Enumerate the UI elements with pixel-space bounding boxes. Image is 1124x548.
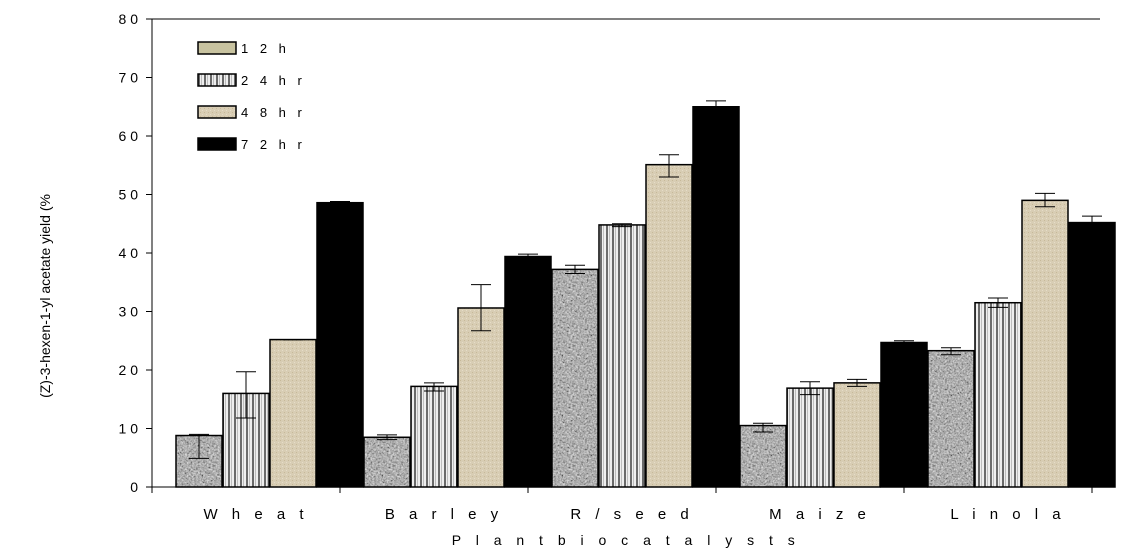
error-bar [189, 433, 209, 459]
legend-label: 2 4 h r [241, 73, 306, 88]
y-tick-label: 0 [130, 479, 138, 495]
error-bar [706, 100, 726, 114]
bar [504, 255, 552, 488]
legend-label: 4 8 h r [241, 105, 306, 120]
bar [363, 436, 411, 488]
x-ticks: W h e a t B a r l e y R / s e e d M a i z e… [151, 487, 1093, 523]
error-bar [565, 264, 585, 274]
error-bar [518, 253, 538, 260]
y-tick-label: 3 0 [119, 304, 139, 320]
error-bar [1082, 215, 1102, 230]
x-category-label: B a r l e y [385, 506, 503, 523]
y-tick-label: 8 0 [119, 11, 139, 27]
error-bar [330, 201, 350, 205]
y-tick-label: 5 0 [119, 187, 139, 203]
bar [739, 424, 787, 488]
bar [1021, 199, 1069, 488]
error-bar [471, 284, 491, 332]
y-tick-label: 7 0 [119, 70, 139, 86]
error-bar [377, 434, 397, 441]
legend-item: 1 2 h [197, 41, 290, 56]
x-category-label: M a i z e [769, 506, 871, 523]
legend-item: 4 8 h r [197, 105, 306, 120]
bar [880, 341, 928, 488]
error-bars [189, 100, 1102, 459]
legend-swatch [197, 137, 237, 151]
error-bar [988, 297, 1008, 308]
bar [598, 224, 646, 488]
bar [974, 301, 1022, 488]
y-tick-label: 4 0 [119, 245, 139, 261]
x-axis-title: P l a n t b i o c a t a l y s t s [452, 532, 801, 548]
legend-swatch [197, 73, 237, 87]
x-category-label: W h e a t [203, 506, 308, 523]
bars [175, 106, 1116, 488]
error-bar [1035, 192, 1055, 208]
bar [645, 163, 693, 488]
error-bar [753, 422, 773, 433]
bar [927, 349, 975, 488]
legend-label: 1 2 h [241, 41, 290, 56]
bar [316, 201, 364, 488]
legend: 1 2 h 2 4 h r 4 8 h r 7 2 h r [197, 41, 306, 152]
legend-swatch [197, 105, 237, 119]
y-tick-label: 6 0 [119, 128, 139, 144]
y-tick-label: 2 0 [119, 362, 139, 378]
bar [833, 382, 881, 488]
error-bar [424, 382, 444, 392]
x-category-label: R / s e e d [570, 506, 693, 523]
error-bar [659, 154, 679, 178]
legend-label: 7 2 h r [241, 137, 306, 152]
error-bar [236, 371, 256, 419]
error-bar [847, 378, 867, 387]
bar [786, 387, 834, 488]
bar [551, 268, 599, 488]
legend-item: 7 2 h r [197, 137, 306, 152]
bar [269, 338, 317, 488]
bar [692, 106, 740, 488]
error-bar [612, 223, 632, 228]
y-tick-label: 1 0 [119, 421, 139, 437]
error-bar [800, 381, 820, 396]
error-bar [894, 340, 914, 345]
legend-item: 2 4 h r [197, 73, 306, 88]
error-bar [941, 347, 961, 356]
legend-swatch [197, 41, 237, 55]
bar [410, 385, 458, 488]
x-category-label: L i n o l a [950, 506, 1065, 523]
y-ticks: 0 1 0 2 0 3 0 4 0 5 0 6 0 7 0 8 0 [119, 11, 152, 495]
bar [1068, 221, 1116, 488]
bar [457, 307, 505, 488]
y-axis-title: (Z)-3-hexen-1-yl acetate yield (% [37, 194, 53, 398]
